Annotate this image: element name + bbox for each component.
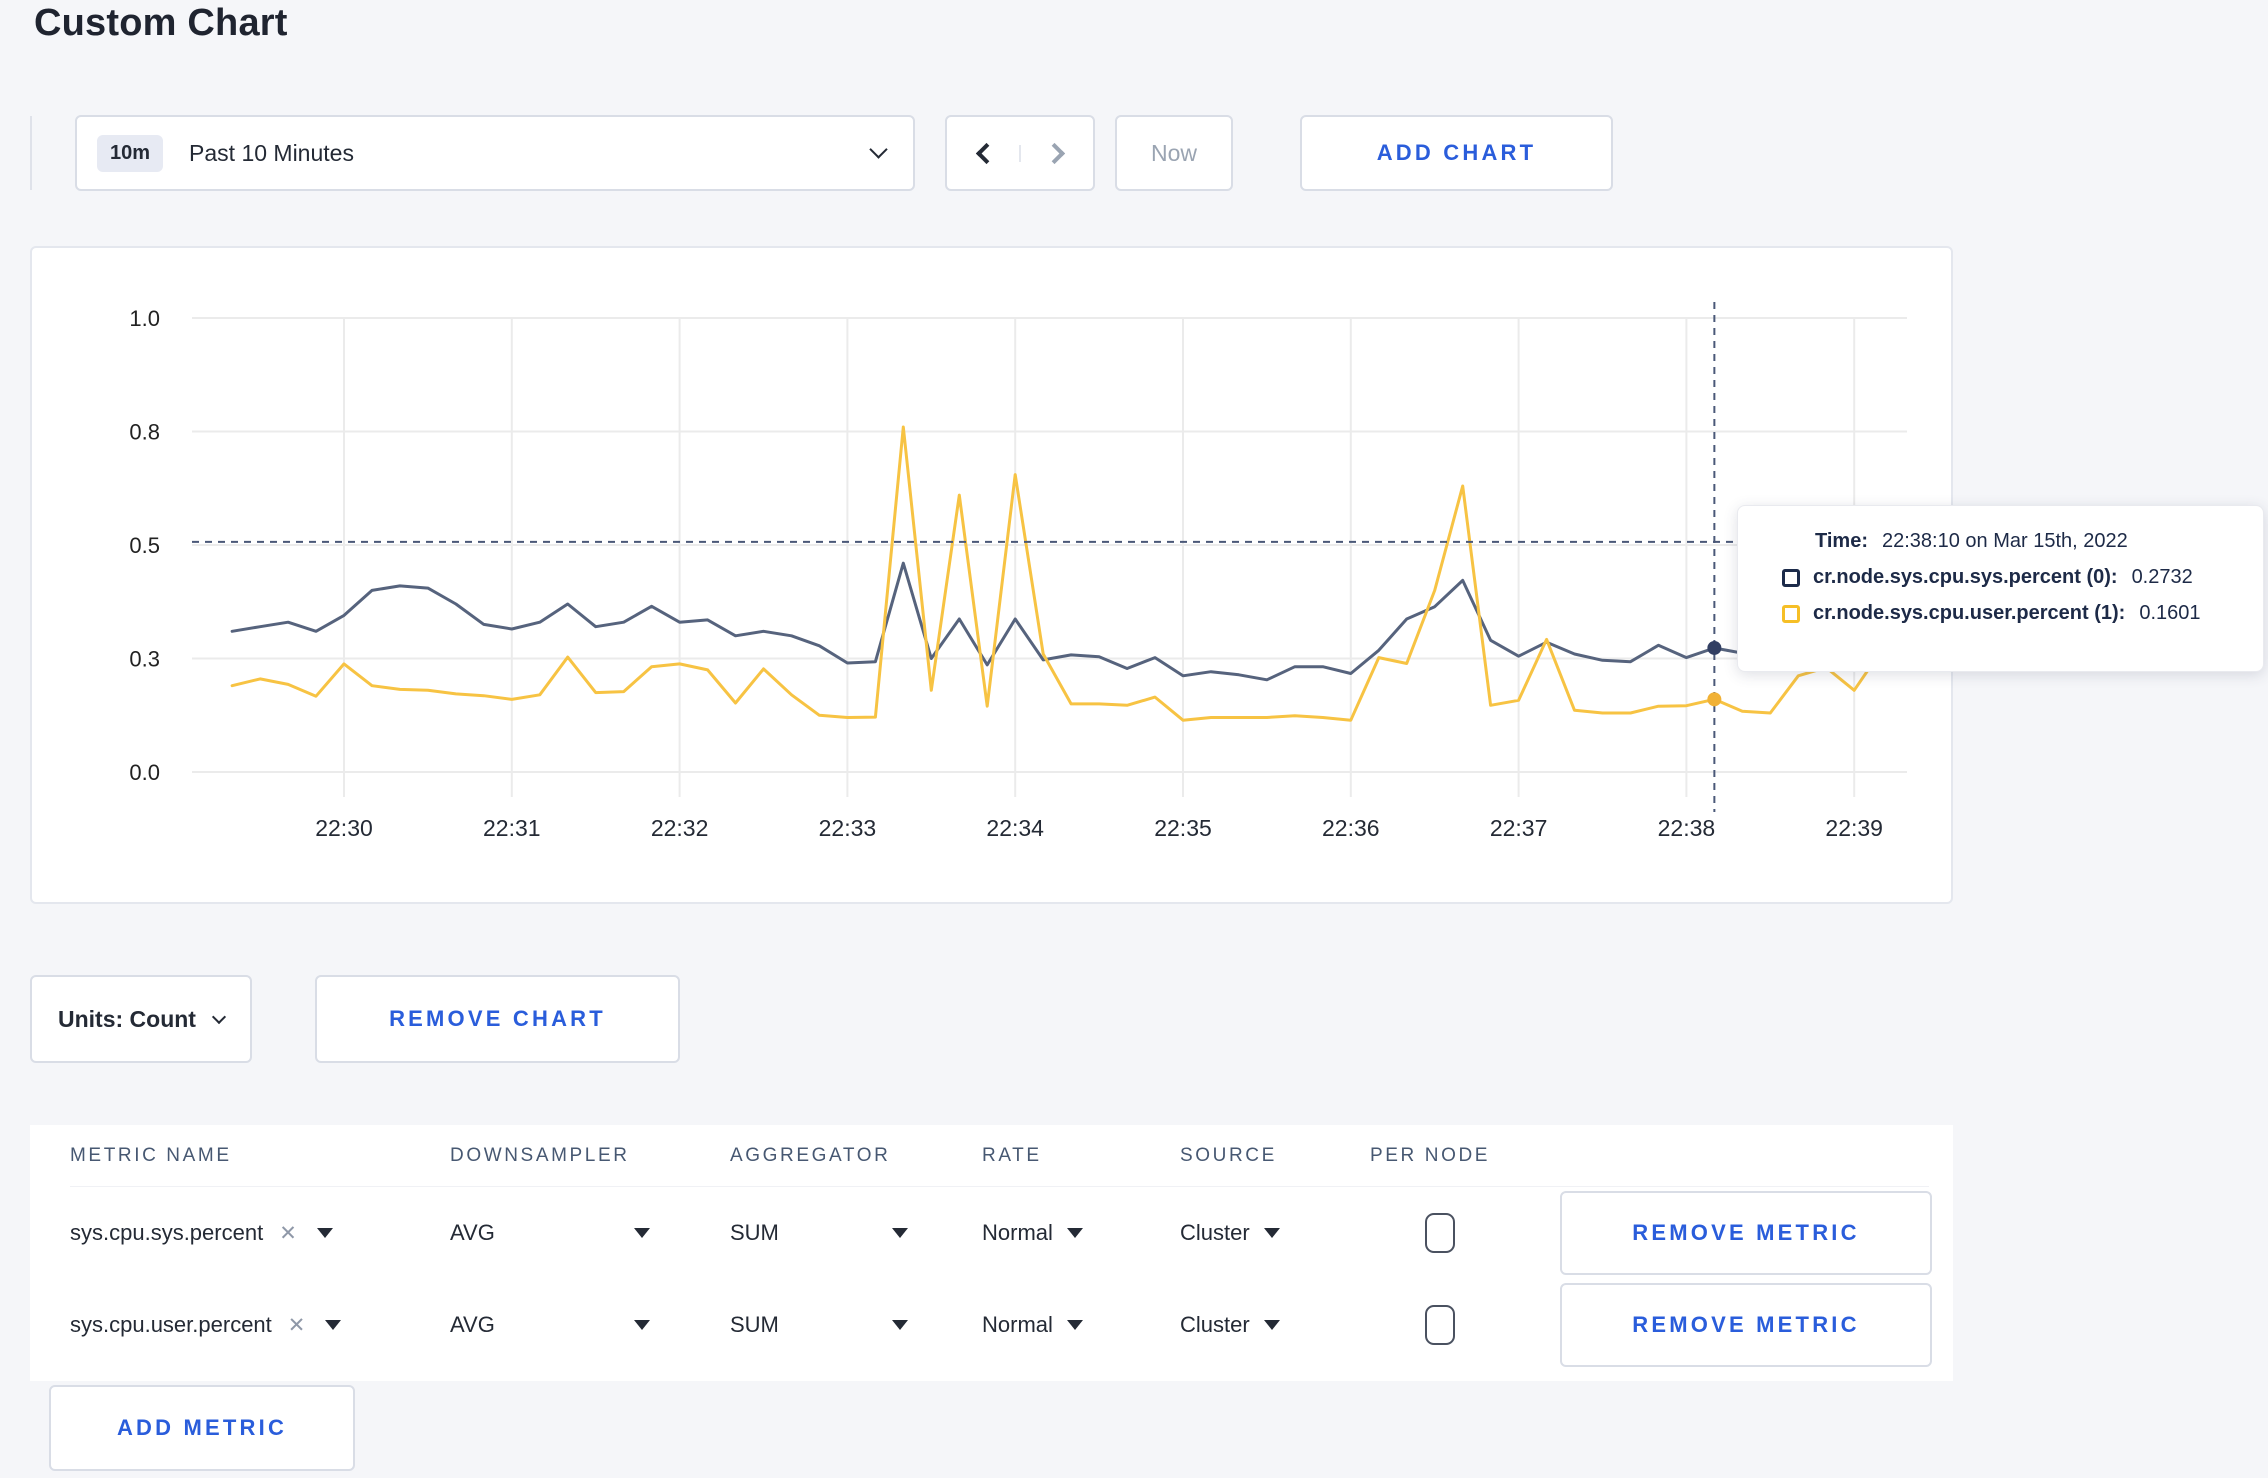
series-line-user	[230, 425, 1912, 722]
downsampler-value: AVG	[450, 1312, 495, 1337]
x-tick-label: 22:33	[819, 815, 877, 841]
page-title: Custom Chart	[34, 2, 288, 44]
caret-down-icon	[1263, 1320, 1280, 1330]
metric-row: sys.cpu.user.percent ✕ AVG SUM Normal Cl…	[70, 1279, 1932, 1371]
metric-name-select[interactable]: sys.cpu.user.percent ✕	[70, 1312, 450, 1338]
remove-metric-button[interactable]: REMOVE METRIC	[1560, 1283, 1932, 1367]
aggregator-select[interactable]: SUM	[730, 1220, 982, 1246]
series-swatch-sys-icon	[1782, 568, 1800, 587]
y-tick-label: 0.5	[129, 533, 160, 558]
caret-down-icon	[892, 1320, 908, 1330]
header-downsampler: DOWNSAMPLER	[450, 1144, 630, 1166]
aggregator-value: SUM	[730, 1312, 779, 1337]
tooltip-time-row: Time: 22:38:10 on Mar 15th, 2022	[1815, 530, 2243, 553]
add-metric-button[interactable]: ADD METRIC	[49, 1385, 355, 1471]
caret-down-icon	[634, 1320, 650, 1330]
tooltip-series-name: cr.node.sys.cpu.user.percent (1):	[1813, 602, 2126, 624]
caret-down-icon	[634, 1228, 650, 1238]
clear-metric-icon[interactable]: ✕	[279, 1221, 297, 1245]
tooltip-series-row: cr.node.sys.cpu.user.percent (1): 0.1601	[1782, 602, 2243, 625]
source-select[interactable]: Cluster	[1180, 1220, 1370, 1246]
header-per-node: PER NODE	[1370, 1144, 1491, 1166]
chevron-left-icon	[975, 142, 997, 164]
time-forward-button[interactable]	[1021, 142, 1093, 164]
header-rate: RATE	[982, 1144, 1042, 1166]
chevron-down-icon	[869, 140, 888, 159]
x-tick-label: 22:31	[483, 815, 541, 841]
time-range-dropdown[interactable]: 10m Past 10 Minutes	[75, 115, 915, 191]
time-range-label: Past 10 Minutes	[189, 139, 354, 166]
y-tick-label: 0.0	[129, 760, 160, 785]
units-label: Units: Count	[58, 1005, 196, 1032]
remove-metric-button[interactable]: REMOVE METRIC	[1560, 1191, 1932, 1275]
now-button[interactable]: Now	[1115, 115, 1233, 191]
header-metric-name: METRIC NAME	[70, 1144, 232, 1166]
aggregator-value: SUM	[730, 1220, 779, 1245]
y-tick-label: 0.8	[129, 420, 160, 445]
x-tick-label: 22:30	[315, 815, 373, 841]
remove-chart-button[interactable]: REMOVE CHART	[315, 975, 680, 1063]
add-chart-button[interactable]: ADD CHART	[1300, 115, 1613, 191]
x-tick-label: 22:36	[1322, 815, 1380, 841]
rate-select[interactable]: Normal	[982, 1220, 1180, 1246]
hover-point	[1707, 692, 1722, 707]
caret-down-icon	[1066, 1228, 1083, 1238]
series-swatch-user-icon	[1782, 604, 1800, 623]
metrics-table: METRIC NAME DOWNSAMPLER AGGREGATOR RATE …	[30, 1125, 1953, 1381]
time-pager	[945, 115, 1095, 191]
per-node-checkbox[interactable]	[1425, 1213, 1455, 1253]
chevron-down-icon	[211, 1009, 227, 1025]
metrics-table-header: METRIC NAME DOWNSAMPLER AGGREGATOR RATE …	[70, 1125, 1929, 1187]
caret-down-icon	[1066, 1320, 1083, 1330]
x-tick-label: 22:38	[1658, 815, 1716, 841]
metric-name-select[interactable]: sys.cpu.sys.percent ✕	[70, 1220, 450, 1246]
per-node-checkbox[interactable]	[1425, 1305, 1455, 1345]
rate-select[interactable]: Normal	[982, 1312, 1180, 1338]
header-aggregator: AGGREGATOR	[730, 1144, 891, 1166]
time-back-button[interactable]	[947, 142, 1021, 164]
metric-name-value: sys.cpu.user.percent	[70, 1312, 272, 1337]
source-value: Cluster	[1180, 1312, 1250, 1337]
series-line-sys	[230, 561, 1912, 682]
x-tick-label: 22:37	[1490, 815, 1548, 841]
x-tick-label: 22:32	[651, 815, 709, 841]
downsampler-select[interactable]: AVG	[450, 1312, 730, 1338]
caret-down-icon	[325, 1320, 342, 1330]
tooltip-series-name: cr.node.sys.cpu.sys.percent (0):	[1813, 566, 2118, 588]
clear-metric-icon[interactable]: ✕	[287, 1313, 306, 1337]
y-tick-label: 1.0	[129, 306, 160, 331]
chevron-right-icon	[1043, 142, 1065, 164]
metric-row: sys.cpu.sys.percent ✕ AVG SUM Normal Clu…	[70, 1187, 1932, 1279]
rate-value: Normal	[982, 1220, 1053, 1245]
downsampler-select[interactable]: AVG	[450, 1220, 730, 1246]
chart-panel: 0.0 0.3 0.5 0.8 1.0 22:30 22:31 22:32 22:33 22:34…	[30, 246, 1953, 904]
caret-down-icon	[316, 1228, 333, 1238]
rate-value: Normal	[982, 1312, 1053, 1337]
x-tick-label: 22:39	[1825, 815, 1883, 841]
time-range-badge: 10m	[97, 134, 164, 172]
source-select[interactable]: Cluster	[1180, 1312, 1370, 1338]
tooltip-series-row: cr.node.sys.cpu.sys.percent (0): 0.2732	[1782, 566, 2243, 589]
caret-down-icon	[1263, 1228, 1280, 1238]
timeseries-chart[interactable]: 0.0 0.3 0.5 0.8 1.0 22:30 22:31 22:32 22:33 22:34…	[32, 248, 1951, 902]
hover-point	[1707, 640, 1722, 655]
units-dropdown[interactable]: Units: Count	[30, 975, 252, 1063]
aggregator-select[interactable]: SUM	[730, 1312, 982, 1338]
chart-tooltip: Time: 22:38:10 on Mar 15th, 2022 cr.node…	[1737, 505, 2264, 672]
source-value: Cluster	[1180, 1220, 1250, 1245]
toolbar-divider	[30, 116, 32, 190]
tooltip-series-value: 0.1601	[2139, 602, 2201, 624]
header-source: SOURCE	[1180, 1144, 1277, 1166]
tooltip-time-value: 22:38:10 on Mar 15th, 2022	[1881, 530, 2128, 552]
downsampler-value: AVG	[450, 1220, 495, 1245]
x-tick-label: 22:35	[1154, 815, 1212, 841]
caret-down-icon	[892, 1228, 908, 1238]
tooltip-series-value: 0.2732	[2131, 566, 2193, 588]
metric-name-value: sys.cpu.sys.percent	[70, 1220, 264, 1245]
x-tick-label: 22:34	[986, 815, 1044, 841]
tooltip-time-label: Time:	[1815, 530, 1868, 552]
y-tick-label: 0.3	[129, 647, 160, 672]
